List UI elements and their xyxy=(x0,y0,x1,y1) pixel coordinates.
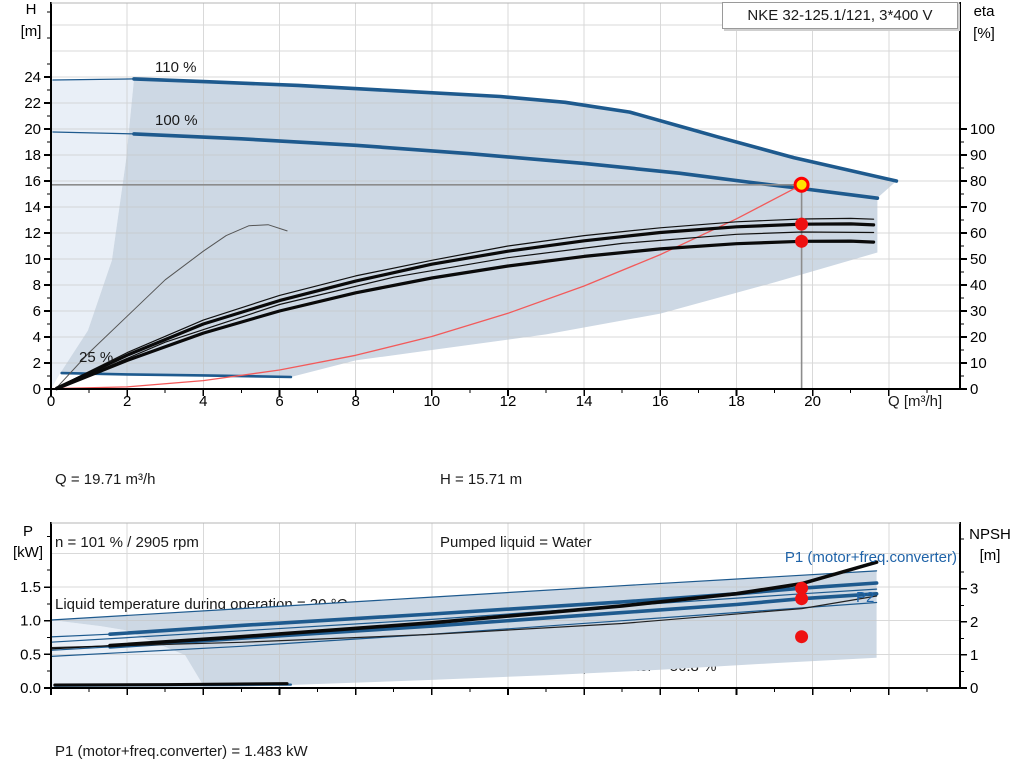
svg-text:16: 16 xyxy=(24,173,41,190)
eta-25-curve-thin xyxy=(56,224,288,389)
power-info: P1 (motor+freq.converter) = 1.483 kW P2 … xyxy=(55,701,308,781)
speed-100-curve-thin xyxy=(52,131,135,135)
speed-110-curve-thin xyxy=(52,78,135,81)
svg-text:18: 18 xyxy=(728,393,745,410)
p1-point xyxy=(795,581,809,595)
svg-text:20: 20 xyxy=(804,393,821,410)
svg-text:90: 90 xyxy=(970,147,987,164)
npsh-point xyxy=(795,630,809,644)
svg-text:6: 6 xyxy=(33,303,41,320)
svg-text:8: 8 xyxy=(351,393,359,410)
tick-marks xyxy=(44,11,967,396)
tick-labels: 0 2 4 6 8 10 12 14 16 18 2002468101214161820222401… xyxy=(24,69,995,410)
svg-text:2: 2 xyxy=(970,614,978,631)
svg-text:0: 0 xyxy=(970,680,978,695)
svg-text:10: 10 xyxy=(970,355,987,372)
duty-point-marker[interactable] xyxy=(793,176,810,193)
eta-total-point xyxy=(795,234,809,248)
svg-text:3: 3 xyxy=(970,581,978,598)
svg-text:30: 30 xyxy=(970,303,987,320)
annotation-q-m-h-: Q [m³/h] xyxy=(888,393,942,410)
pump-title-box: NKE 32-125.1/121, 3*400 V xyxy=(722,2,958,29)
svg-text:50: 50 xyxy=(970,251,987,268)
svg-text:0: 0 xyxy=(47,393,55,410)
annotation-110-: 110 % xyxy=(155,59,196,76)
npsh-thin-curve xyxy=(50,595,878,649)
npsh-curve-thin-left xyxy=(50,645,111,650)
svg-text:4: 4 xyxy=(33,329,41,346)
left-axis-title: P xyxy=(23,523,33,540)
right-axis-title: [%] xyxy=(973,25,995,42)
p1-curve-thin-left xyxy=(50,633,111,638)
duty-h: H = 15.71 m xyxy=(440,471,523,489)
p1-envelope-top-thin xyxy=(50,570,878,621)
right-axis-title: [m] xyxy=(980,547,1001,564)
p2-point xyxy=(795,592,809,606)
left-axis-title: [kW] xyxy=(13,544,43,561)
svg-text:10: 10 xyxy=(423,393,440,410)
left-axis-title: H xyxy=(26,1,37,18)
svg-text:2: 2 xyxy=(33,355,41,372)
right-axis-title: eta xyxy=(974,3,996,20)
axes xyxy=(50,522,961,689)
svg-text:0.5: 0.5 xyxy=(20,646,41,663)
left-axis-title: [m] xyxy=(21,23,42,40)
svg-text:14: 14 xyxy=(576,393,593,410)
svg-text:1: 1 xyxy=(970,647,978,664)
svg-text:1.0: 1.0 xyxy=(20,613,41,630)
qh-chart[interactable]: 0 2 4 6 8 10 12 14 16 18 2002468101214161820222401… xyxy=(0,0,1024,415)
system-curve xyxy=(50,184,803,390)
svg-text:16: 16 xyxy=(652,393,669,410)
power-npsh-chart[interactable]: 0.0 0.5 1.0 1.5 0 1 2 3 P [kW] NPSH [m] P1 (motor+fr… xyxy=(0,520,1024,695)
svg-text:18: 18 xyxy=(24,147,41,164)
svg-text:12: 12 xyxy=(500,393,517,410)
svg-text:0: 0 xyxy=(33,381,41,398)
svg-text:40: 40 xyxy=(970,277,987,294)
svg-text:1.5: 1.5 xyxy=(20,579,41,596)
right-axis-title: NPSH xyxy=(969,526,1011,543)
power-p1: P1 (motor+freq.converter) = 1.483 kW xyxy=(55,743,308,761)
svg-text:6: 6 xyxy=(275,393,283,410)
tick-labels: 0.0 0.5 1.0 1.5 0 1 2 3 xyxy=(20,579,978,695)
duty-q: Q = 19.71 m³/h xyxy=(55,471,156,489)
pump-title: NKE 32-125.1/121, 3*400 V xyxy=(747,7,933,24)
speed-100-curve xyxy=(132,132,880,200)
svg-text:12: 12 xyxy=(24,225,41,242)
svg-text:100: 100 xyxy=(970,121,995,138)
svg-text:8: 8 xyxy=(33,277,41,294)
tick-marks xyxy=(44,536,967,695)
svg-text:60: 60 xyxy=(970,225,987,242)
svg-text:0.0: 0.0 xyxy=(20,680,41,695)
svg-text:4: 4 xyxy=(199,393,207,410)
duty-speed: n = 101 % / 2905 rpm xyxy=(55,533,199,551)
svg-text:24: 24 xyxy=(24,69,41,86)
p2-curve-thin-left xyxy=(50,646,111,651)
svg-text:2: 2 xyxy=(123,393,131,410)
eta-mid-thin-curve xyxy=(56,231,875,390)
svg-text:20: 20 xyxy=(24,121,41,138)
eta-pump-point xyxy=(795,217,809,231)
speed-110-curve xyxy=(132,77,899,183)
p-25-stub xyxy=(53,682,289,687)
svg-text:0: 0 xyxy=(970,381,978,398)
svg-text:22: 22 xyxy=(24,95,41,112)
svg-text:10: 10 xyxy=(24,251,41,268)
svg-text:14: 14 xyxy=(24,199,41,216)
annotation-25-: 25 % xyxy=(79,349,113,366)
svg-text:80: 80 xyxy=(970,173,987,190)
duty-pumped-liquid: Pumped liquid = Water xyxy=(440,533,592,551)
svg-text:70: 70 xyxy=(970,199,987,216)
svg-text:20: 20 xyxy=(970,329,987,346)
annotation-p1-motor-freq-converter-: P1 (motor+freq.converter) xyxy=(785,549,957,566)
annotation-100-: 100 % xyxy=(155,112,198,129)
annotation-p2: P2 xyxy=(856,589,874,606)
